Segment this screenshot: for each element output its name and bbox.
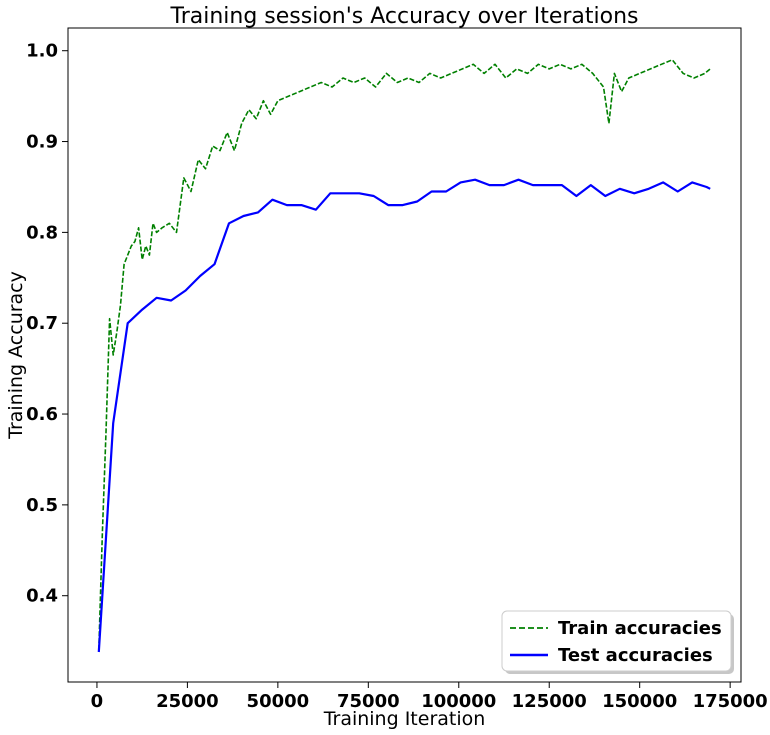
x-axis: 0 25000 50000 75000 100000 125000 150000 175000 xyxy=(91,682,768,712)
y-tick-label: 0.6 xyxy=(26,404,58,425)
test-accuracy-line xyxy=(97,178,711,653)
x-tick-label: 125000 xyxy=(512,691,587,712)
x-tick-label: 175000 xyxy=(693,691,768,712)
legend-label: Test accuracies xyxy=(558,645,713,666)
y-tick-label: 0.5 xyxy=(26,495,58,516)
y-axis: 0.4 0.5 0.6 0.7 0.8 0.9 1.0 xyxy=(26,41,68,607)
y-tick-label: 0.8 xyxy=(26,222,58,243)
y-tick-label: 1.0 xyxy=(26,41,58,62)
y-tick-label: 0.9 xyxy=(26,132,58,153)
chart-title: Training session's Accuracy over Iterati… xyxy=(169,4,638,29)
x-axis-label: Training Iteration xyxy=(323,708,486,730)
legend-label: Train accuracies xyxy=(558,618,722,639)
x-tick-label: 100000 xyxy=(421,691,496,712)
y-tick-label: 0.4 xyxy=(26,586,58,607)
train-accuracy-line xyxy=(98,58,711,651)
x-tick-label: 150000 xyxy=(602,691,677,712)
x-tick-label: 25000 xyxy=(156,691,219,712)
y-axis-label: Training Accuracy xyxy=(5,271,27,440)
y-tick-label: 0.7 xyxy=(26,313,58,334)
series-layer xyxy=(97,58,711,653)
plot-frame xyxy=(67,27,742,683)
x-tick-label: 75000 xyxy=(337,691,400,712)
legend: Train accuracies Test accuracies xyxy=(501,610,734,674)
x-tick-label: 50000 xyxy=(247,691,310,712)
x-tick-label: 0 xyxy=(91,691,104,712)
legend-box xyxy=(501,610,732,672)
